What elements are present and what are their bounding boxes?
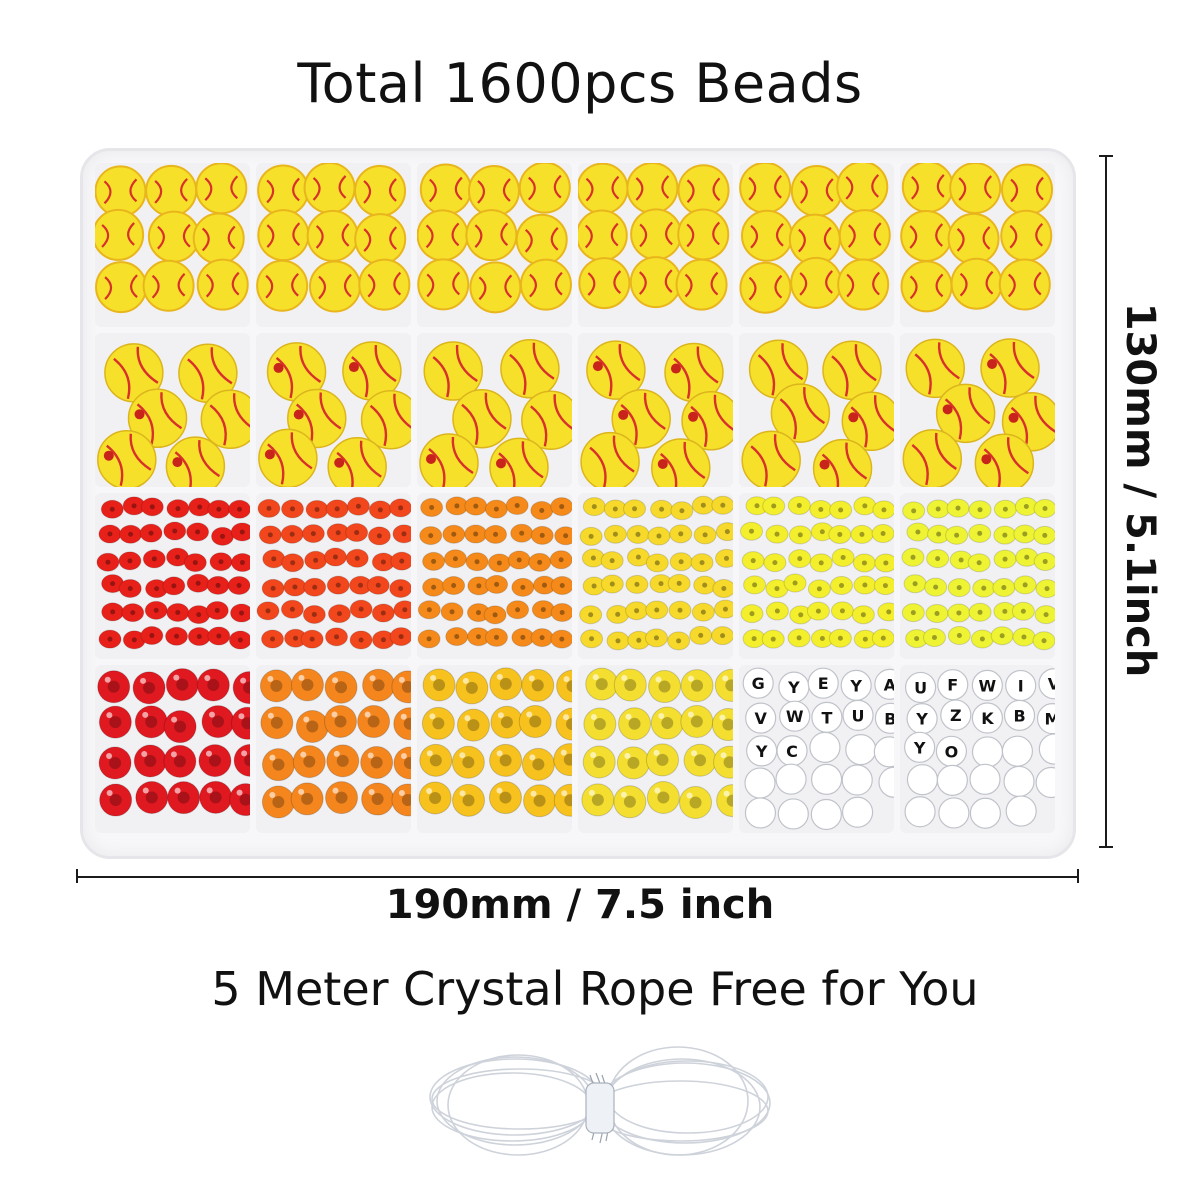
letter-bead-glyph: Y [849,676,862,695]
letter-bead-glyph: I [1018,677,1024,696]
width-dimension-label: 190mm / 7.5 inch [385,882,775,928]
letter-bead-glyph: M [1045,710,1055,729]
letter-bead-glyph: W [786,707,804,726]
letter-bead-glyph: B [1013,706,1025,725]
compartment-clay-disc-beads [417,493,572,659]
letter-bead-glyph: T [821,708,832,727]
compartment-softball-flat-beads [256,163,411,327]
letter-bead-glyph: Y [787,678,800,697]
width-dimension-right-tick [1077,869,1079,883]
height-dimension-bottom-tick [1099,846,1113,848]
crystal-rope-image [429,1046,771,1156]
compartment-clay-disc-beads [578,493,733,659]
letter-bead-glyph: F [947,676,958,695]
letter-bead-glyph: Z [950,706,962,725]
rope-caption: 5 Meter Crystal Rope Free for You [211,962,979,1016]
compartment-pony-beads [417,665,572,833]
width-dimension-line [76,876,1079,878]
compartment-pony-beads [95,665,250,833]
compartment-softball-flat-beads [900,163,1055,327]
letter-bead-glyph: B [884,709,894,728]
compartment-softball-round-beads [95,333,250,487]
letter-bead-glyph: V [754,709,767,728]
letter-bead-glyph: K [981,709,994,728]
height-dimension-top-tick [1099,155,1113,157]
compartment-clay-disc-beads [739,493,894,659]
compartment-softball-flat-beads [95,163,250,327]
letter-bead-glyph: W [979,676,997,695]
compartment-softball-flat-beads [578,163,733,327]
letter-bead-glyph: A [884,675,894,694]
width-dimension-left-tick [76,869,78,883]
compartment-softball-round-beads [417,333,572,487]
letter-bead-glyph: Y [915,710,928,729]
letter-bead-glyph: U [914,678,927,697]
letter-bead-glyph: V [1048,675,1055,694]
compartment-pony-beads [578,665,733,833]
compartment-softball-round-beads [739,333,894,487]
compartment-pony-beads [256,665,411,833]
compartment-clay-disc-beads [256,493,411,659]
compartment-clay-disc-beads [95,493,250,659]
compartment-softball-round-beads [256,333,411,487]
headline: Total 1600pcs Beads [297,52,863,115]
letter-bead-glyph: Y [755,742,768,761]
compartment-softball-round-beads [578,333,733,487]
letter-bead-glyph: E [818,674,829,693]
compartment-clay-disc-beads [900,493,1055,659]
letter-bead-glyph: Y [913,738,926,757]
compartment-softball-flat-beads [739,163,894,327]
letter-bead-glyph: G [752,674,765,693]
compartment-softball-flat-beads [417,163,572,327]
height-dimension-line [1105,155,1107,848]
letter-bead-glyph: O [945,742,959,761]
compartment-softball-round-beads [900,333,1055,487]
letter-bead-glyph: C [786,742,798,761]
letter-bead-glyph: U [852,706,865,725]
